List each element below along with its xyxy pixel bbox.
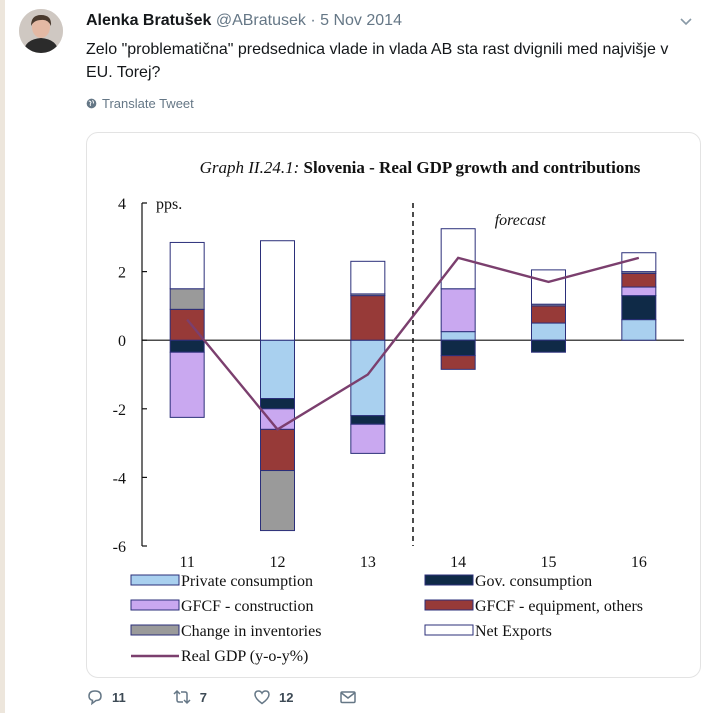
bar-segment-6 bbox=[531, 269, 566, 305]
tweet-card: Alenka Bratušek @ABratusek · 5 Nov 2014 … bbox=[5, 0, 705, 713]
message-icon bbox=[340, 691, 357, 704]
reply-icon bbox=[88, 690, 102, 706]
bar-segment-3 bbox=[621, 286, 657, 297]
bar-segment-2 bbox=[260, 398, 295, 410]
bar-segment-4 bbox=[260, 428, 295, 472]
bar-segment-4 bbox=[350, 295, 386, 341]
y-tick-label: 0 bbox=[118, 333, 126, 350]
retweet-icon bbox=[173, 689, 191, 705]
legend-swatch-5 bbox=[130, 624, 180, 636]
chevron-down-icon[interactable] bbox=[677, 12, 695, 30]
legend-swatch-2 bbox=[424, 574, 474, 586]
retweet-count: 7 bbox=[199, 689, 207, 705]
direct-message-button[interactable] bbox=[339, 689, 357, 705]
legend-label-2: Gov. consumption bbox=[475, 573, 592, 590]
x-tick-label: 12 bbox=[270, 554, 286, 571]
bar-segment-2 bbox=[350, 415, 386, 425]
bar-segment-4 bbox=[621, 272, 657, 288]
bar-segment-1 bbox=[440, 331, 476, 341]
chart-title: Graph II.24.1: Slovenia - Real GDP growt… bbox=[200, 158, 641, 177]
bar-segment-4 bbox=[531, 305, 566, 324]
like-count: 12 bbox=[278, 689, 294, 705]
y-tick-label: -4 bbox=[113, 470, 126, 487]
bar-segment-6 bbox=[260, 240, 295, 341]
bar-segment-1 bbox=[621, 319, 657, 341]
translate-tweet-link[interactable]: Translate Tweet bbox=[86, 96, 194, 111]
y-tick-label: -6 bbox=[113, 539, 126, 556]
bar-segment-3 bbox=[440, 288, 476, 333]
legend-swatch-6 bbox=[424, 624, 474, 636]
globe-icon bbox=[86, 98, 97, 109]
legend-swatch-4 bbox=[424, 599, 474, 611]
bar-segment-3 bbox=[260, 408, 295, 430]
bar-segment-2 bbox=[440, 339, 476, 357]
y-tick-label: 4 bbox=[118, 196, 126, 213]
bar-segment-2 bbox=[531, 339, 566, 353]
bar-segment-5 bbox=[169, 288, 205, 310]
tweet-media-chart[interactable]: Graph II.24.1: Slovenia - Real GDP growt… bbox=[86, 132, 701, 678]
legend-label-4: GFCF - equipment, others bbox=[475, 598, 643, 615]
tweet-date[interactable]: 5 Nov 2014 bbox=[320, 12, 402, 29]
x-tick-label: 11 bbox=[179, 554, 194, 571]
bar-segment-1 bbox=[350, 339, 386, 417]
x-tick-label: 13 bbox=[360, 554, 376, 571]
bar-segment-2 bbox=[169, 339, 205, 353]
author-name[interactable]: Alenka Bratušek bbox=[86, 12, 212, 29]
y-tick-label: 2 bbox=[118, 265, 126, 282]
header-separator: · bbox=[305, 12, 321, 29]
legend-swatch-3 bbox=[130, 599, 180, 611]
like-button[interactable]: 12 bbox=[253, 688, 293, 706]
legend-swatch-1 bbox=[130, 574, 180, 586]
bar-segment-2 bbox=[621, 295, 657, 321]
legend-label-6: Net Exports bbox=[475, 623, 552, 640]
legend-label-5: Change in inventories bbox=[181, 623, 321, 640]
x-tick-label: 15 bbox=[541, 554, 557, 571]
retweet-button[interactable]: 7 bbox=[172, 688, 207, 706]
tweet-header: Alenka Bratušek @ABratusek · 5 Nov 2014 bbox=[86, 12, 402, 30]
reply-button[interactable]: 11 bbox=[86, 688, 126, 706]
avatar-image bbox=[19, 9, 63, 53]
bar-segment-6 bbox=[169, 241, 205, 290]
chart: Graph II.24.1: Slovenia - Real GDP growt… bbox=[113, 158, 684, 665]
y-axis-label: pps. bbox=[156, 196, 182, 213]
legend-label-7: Real GDP (y-o-y%) bbox=[181, 648, 308, 665]
tweet-text: Zelo "problematična" predsednica vlade i… bbox=[86, 41, 669, 81]
legend-label-3: GFCF - construction bbox=[181, 598, 313, 615]
bar-segment-6 bbox=[350, 260, 386, 295]
real-gdp-line bbox=[186, 256, 640, 431]
bar-segment-1 bbox=[260, 339, 295, 400]
tweet-actions: 11 7 12 bbox=[86, 685, 403, 709]
bar-segment-1 bbox=[531, 322, 566, 341]
legend-label-1: Private consumption bbox=[181, 573, 313, 590]
reply-count: 11 bbox=[112, 689, 126, 705]
avatar[interactable] bbox=[19, 9, 63, 53]
forecast-label: forecast bbox=[495, 212, 547, 229]
y-tick-label: -2 bbox=[113, 402, 126, 419]
author-handle[interactable]: @ABratusek bbox=[215, 12, 306, 29]
bar-segment-3 bbox=[350, 423, 386, 454]
bar-segment-4 bbox=[440, 355, 476, 370]
x-tick-label: 16 bbox=[631, 554, 647, 571]
bar-segment-5 bbox=[260, 470, 295, 532]
x-tick-label: 14 bbox=[450, 554, 466, 571]
like-icon bbox=[254, 690, 270, 705]
translate-label: Translate Tweet bbox=[102, 96, 194, 111]
bar-segment-3 bbox=[169, 351, 205, 418]
